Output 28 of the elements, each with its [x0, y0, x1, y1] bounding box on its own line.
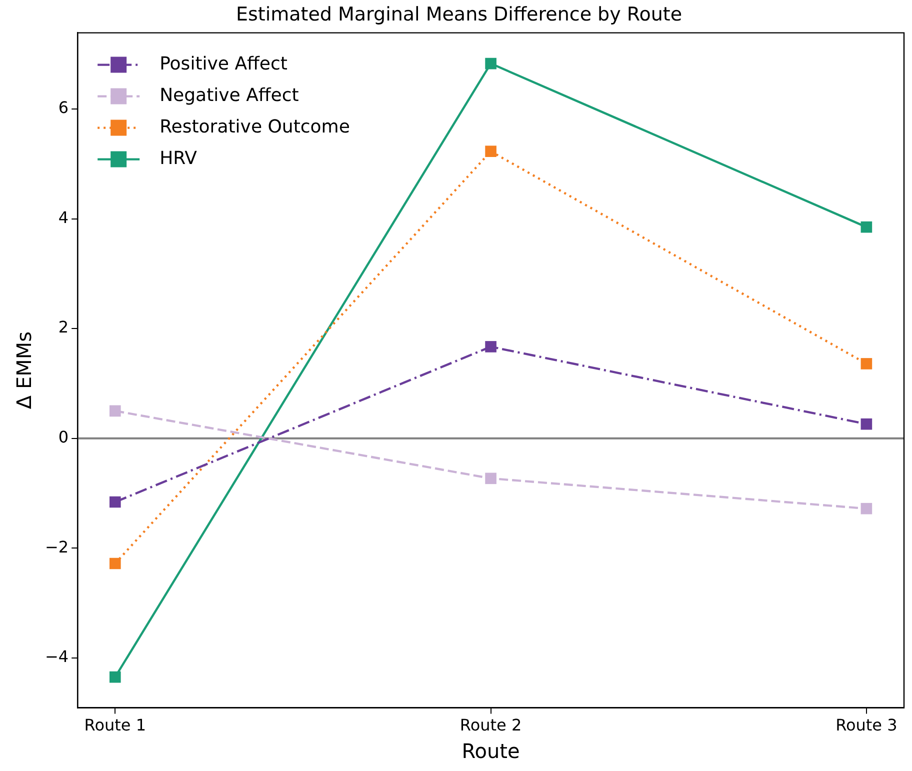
- point: [860, 502, 872, 514]
- point: [109, 671, 121, 683]
- y-tick-label: 4: [58, 208, 69, 227]
- x-tick-label: Route 2: [460, 716, 522, 735]
- legend-label: Positive Affect: [160, 53, 288, 74]
- point: [485, 58, 496, 70]
- legend-label: Negative Affect: [160, 84, 299, 106]
- y-tick-label: 0: [58, 428, 69, 447]
- y-tick-label: −4: [44, 647, 69, 666]
- y-tick-label: 2: [58, 318, 69, 337]
- x-axis-title: Route: [462, 739, 520, 764]
- point: [485, 472, 496, 484]
- y-axis-title: Δ EMMs: [12, 331, 36, 410]
- y-tick-label: −2: [44, 537, 69, 556]
- x-tick-label: Route 3: [836, 716, 898, 735]
- point: [485, 146, 496, 157]
- legend-label: Restorative Outcome: [160, 116, 350, 138]
- legend-label: HRV: [160, 148, 198, 169]
- point: [109, 496, 121, 508]
- x-tick-label: Route 1: [84, 716, 146, 735]
- chart-title: Estimated Marginal Means Difference by Route: [236, 3, 682, 26]
- point: [860, 221, 872, 233]
- y-tick-label: 6: [58, 98, 69, 118]
- point: [109, 405, 121, 417]
- point: [109, 558, 121, 570]
- point: [485, 341, 496, 352]
- point: [860, 418, 872, 430]
- point: [860, 358, 872, 370]
